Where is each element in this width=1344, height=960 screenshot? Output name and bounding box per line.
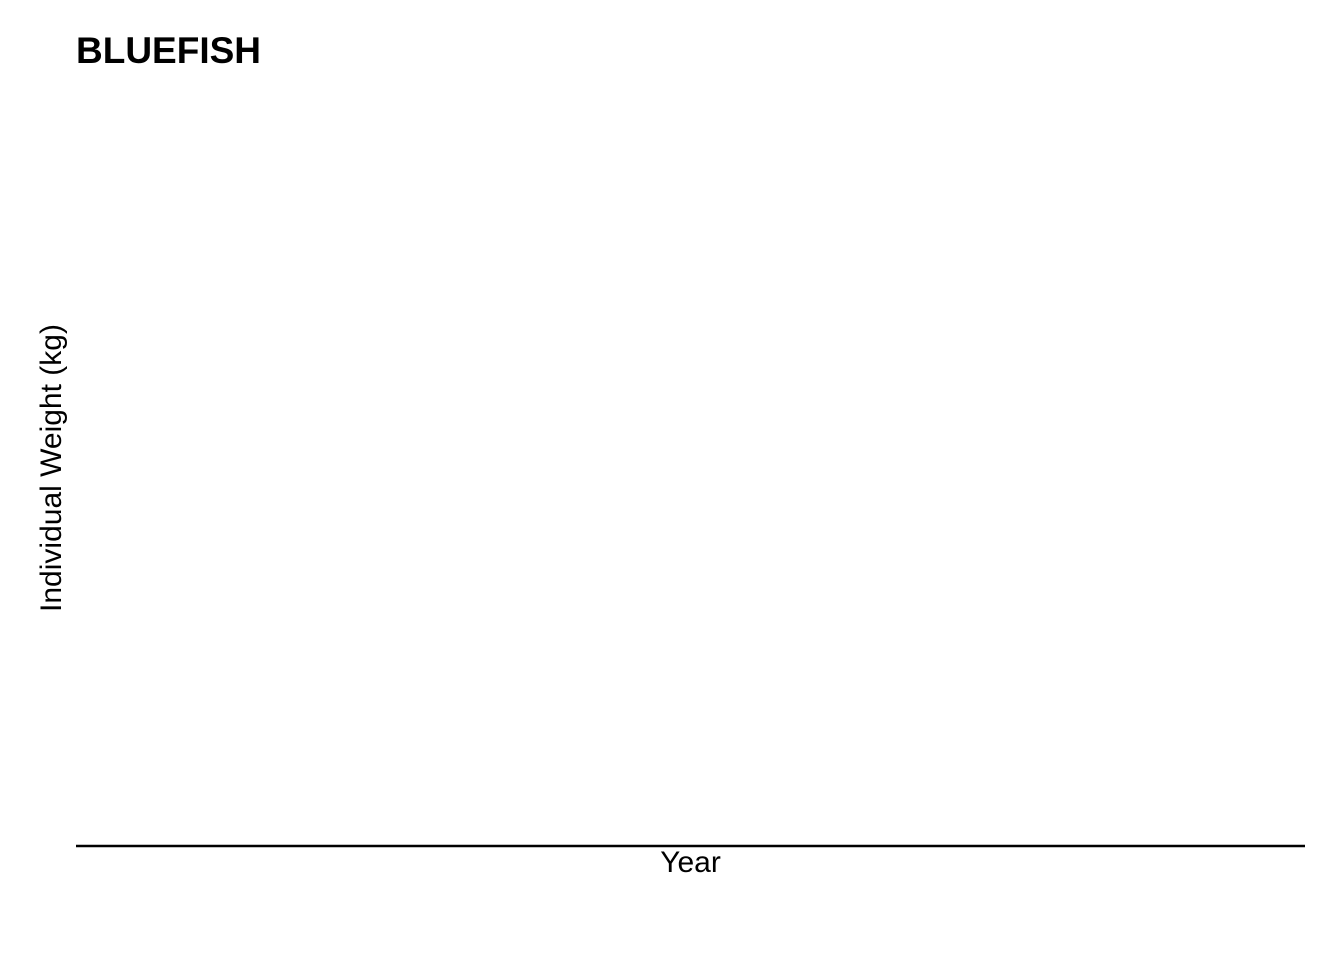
x-axis-label: Year	[660, 846, 721, 879]
y-axis-label: Individual Weight (kg)	[35, 324, 68, 612]
chart-title: BLUEFISH	[76, 30, 261, 71]
